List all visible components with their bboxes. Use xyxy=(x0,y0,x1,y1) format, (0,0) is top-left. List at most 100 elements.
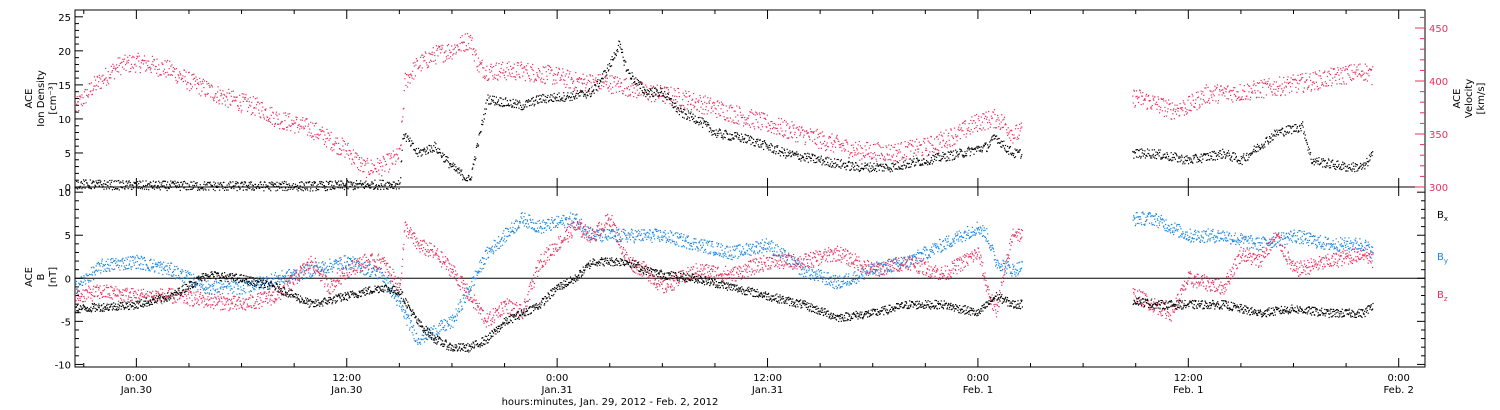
velocity-series-point-1658 xyxy=(947,144,949,146)
velocity-series-point-116 xyxy=(136,58,138,60)
density-series-point-784 xyxy=(487,94,489,96)
velocity-series-point-695 xyxy=(440,45,442,47)
by-series-point-107 xyxy=(121,260,124,262)
velocity-series-point-1554 xyxy=(892,146,894,148)
density-series-point-805 xyxy=(498,103,500,106)
velocity-series-point-199 xyxy=(179,73,181,75)
density-series-point-2193 xyxy=(1338,168,1341,170)
velocity-series-point-1397 xyxy=(809,128,811,130)
velocity-series-point-1748 xyxy=(994,113,996,115)
density-series-point-2231 xyxy=(1358,167,1361,169)
density-series-point-283 xyxy=(223,189,226,191)
density-series-point-274 xyxy=(219,189,221,191)
velocity-series-point-133 xyxy=(145,70,147,72)
velocity-series-point-1943 xyxy=(1207,86,1209,88)
velocity-series-point-521 xyxy=(349,158,351,160)
velocity-series-point-1783 xyxy=(1012,137,1014,139)
velocity-series-point-117 xyxy=(136,55,138,57)
density-series-point-1197 xyxy=(704,121,706,123)
density-series-point-1311 xyxy=(764,142,766,144)
velocity-series-point-726 xyxy=(456,44,459,46)
by-series-point-358 xyxy=(231,292,234,294)
velocity-series-point-115 xyxy=(135,65,137,67)
by-series-point-205 xyxy=(164,269,167,271)
velocity-series-point-2120 xyxy=(1300,78,1302,81)
velocity-series-point-665 xyxy=(424,51,426,53)
velocity-series-point-379 xyxy=(274,123,276,125)
velocity-series-point-330 xyxy=(248,101,250,103)
velocity-series-point-1948 xyxy=(1210,90,1212,92)
density-series-point-777 xyxy=(483,118,485,120)
velocity-series-point-1923 xyxy=(1196,97,1199,99)
density-series-point-1010 xyxy=(606,74,608,76)
velocity-series-point-402 xyxy=(286,129,288,131)
velocity-series-point-2047 xyxy=(1262,86,1264,88)
density-series-point-1771 xyxy=(1006,151,1008,153)
velocity-series-point-1332 xyxy=(775,127,777,130)
density-series-point-276 xyxy=(220,182,222,184)
velocity-series-point-1353 xyxy=(786,137,788,139)
velocity-series-point-471 xyxy=(322,138,324,141)
velocity-series-point-691 xyxy=(438,46,440,48)
velocity-series-point-757 xyxy=(473,48,475,50)
by-series-point-198 xyxy=(161,263,163,265)
velocity-series-point-2155 xyxy=(1318,70,1321,72)
density-series-point-978 xyxy=(589,93,591,95)
velocity-series-point-802 xyxy=(496,78,498,80)
velocity-series-point-574 xyxy=(376,158,379,160)
density-series-point-1865 xyxy=(1166,152,1168,154)
density-series-point-1184 xyxy=(697,117,699,119)
velocity-series-point-1187 xyxy=(699,94,701,97)
density-series-point-894 xyxy=(545,99,547,101)
density-series-point-1072 xyxy=(638,83,640,85)
by-series-point-144 xyxy=(138,257,140,259)
by-series-point-190 xyxy=(158,272,160,274)
density-series-point-486 xyxy=(330,188,332,191)
velocity-series-point-1545 xyxy=(887,159,889,161)
density-series-point-55 xyxy=(103,180,106,182)
density-series-point-270 xyxy=(217,186,219,188)
velocity-series-point-1857 xyxy=(1162,98,1164,100)
density-series-point-1643 xyxy=(939,155,941,157)
density-series-point-1352 xyxy=(786,155,788,157)
velocity-series-point-857 xyxy=(525,65,527,67)
density-series-point-1853 xyxy=(1160,158,1162,160)
density-series-point-1743 xyxy=(991,139,993,141)
velocity-series-point-1299 xyxy=(758,127,760,129)
density-series-point-1449 xyxy=(837,164,839,166)
density-series-point-1355 xyxy=(787,151,789,153)
density-series-point-440 xyxy=(306,187,308,189)
velocity-ytick-label-3: 450 xyxy=(1429,24,1448,35)
density-series-point-1944 xyxy=(1207,154,1210,157)
density-series-point-2075 xyxy=(1276,131,1279,133)
by-series-point-250 xyxy=(184,276,186,278)
density-series-point-1340 xyxy=(779,155,781,157)
density-series-point-1232 xyxy=(723,133,725,135)
velocity-series-point-2031 xyxy=(1253,83,1255,85)
velocity-series-point-1180 xyxy=(695,98,697,100)
velocity-series-point-1630 xyxy=(932,144,934,146)
velocity-series-point-2036 xyxy=(1256,96,1258,98)
by-series-point-226 xyxy=(174,265,176,267)
velocity-series-point-254 xyxy=(208,84,210,86)
velocity-series-point-2189 xyxy=(1336,72,1338,74)
velocity-series-point-171 xyxy=(164,72,167,74)
velocity-series-point-1345 xyxy=(782,121,784,123)
density-series-point-400 xyxy=(285,181,287,183)
velocity-series-point-1243 xyxy=(728,107,730,109)
density-series-point-925 xyxy=(561,99,563,101)
density-series-point-1717 xyxy=(978,145,980,147)
velocity-series-point-2252 xyxy=(1369,68,1372,70)
velocity-series-point-632 xyxy=(407,81,409,83)
density-series-point-1839 xyxy=(1152,153,1154,155)
density-series-point-1627 xyxy=(930,157,932,159)
velocity-series-point-2122 xyxy=(1301,73,1303,75)
density-series-point-2168 xyxy=(1325,165,1327,167)
velocity-series-point-198 xyxy=(179,71,181,73)
velocity-series-point-2238 xyxy=(1362,73,1364,75)
density-series-point-1438 xyxy=(831,161,833,163)
density-series-point-381 xyxy=(275,190,277,192)
density-series-point-1459 xyxy=(842,163,844,165)
velocity-series-point-947 xyxy=(573,80,575,82)
velocity-series-point-381 xyxy=(275,113,277,115)
